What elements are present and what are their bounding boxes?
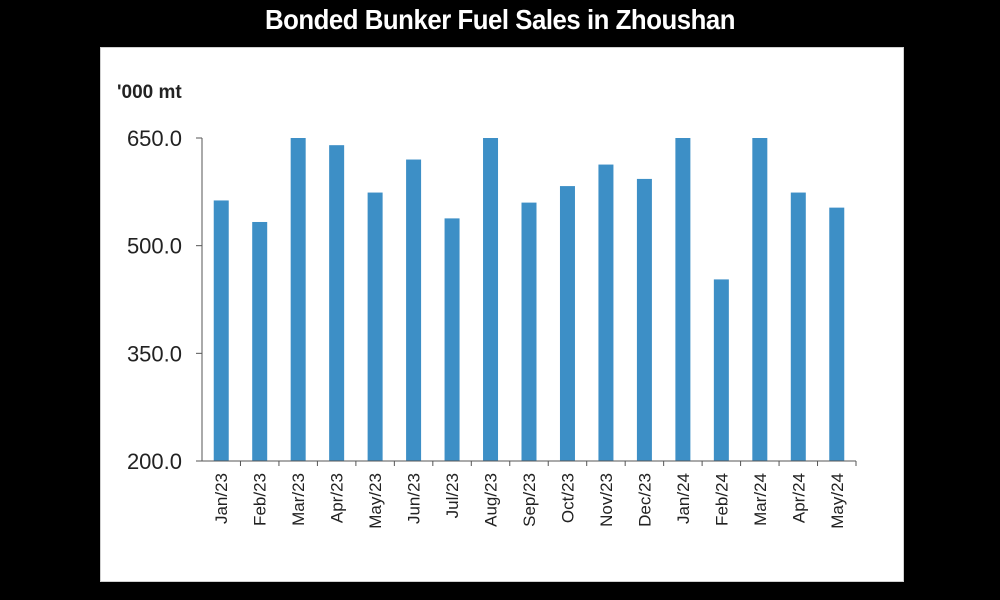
bar-nov-23 <box>598 164 614 461</box>
x-tick-label: Nov/23 <box>597 473 616 527</box>
bar-apr-24 <box>790 192 806 461</box>
y-tick-label: 200.0 <box>127 449 182 474</box>
x-tick-label: Sep/23 <box>520 473 539 527</box>
x-tick-label: Jun/23 <box>405 473 424 524</box>
bar-feb-24 <box>713 279 729 461</box>
bar-feb-23 <box>252 221 268 461</box>
chart-panel: '000 mt 200.0 350.0 500.0 650.0 Jan/23 Feb/2… <box>100 47 904 582</box>
bar-may-24 <box>829 207 845 461</box>
y-tick-label: 350.0 <box>127 341 182 366</box>
x-tick-label: May/24 <box>828 473 847 529</box>
bar-mar-23 <box>290 138 306 461</box>
x-tick-label: Feb/24 <box>712 473 731 526</box>
bar-apr-23 <box>329 145 345 461</box>
x-tick-label: Jan/23 <box>212 473 231 524</box>
bar-mar-24 <box>752 138 768 461</box>
bar-may-23 <box>367 192 383 461</box>
x-tick-label: Jan/24 <box>674 473 693 524</box>
bar-oct-23 <box>559 186 575 461</box>
x-tick-label: Feb/23 <box>251 473 270 526</box>
y-axis-unit-label: '000 mt <box>117 82 182 103</box>
bar-dec-23 <box>636 178 652 461</box>
bars-group <box>213 138 845 462</box>
x-tick-label: Mar/24 <box>751 473 770 526</box>
bar-aug-23 <box>483 138 499 461</box>
bar-jan-23 <box>213 200 229 462</box>
bar-sep-23 <box>521 202 537 461</box>
x-tick-label: Oct/23 <box>558 473 577 523</box>
bar-jan-24 <box>675 138 691 461</box>
x-tick-label: May/23 <box>366 473 385 529</box>
x-tick-label: Dec/23 <box>635 473 654 527</box>
x-tick-label: Mar/23 <box>289 473 308 526</box>
x-axis: Jan/23 Feb/23 Mar/23 Apr/23 May/23 Jun/23 Jul/… <box>212 461 857 529</box>
y-tick-label: 500.0 <box>127 234 182 259</box>
bar-chart: '000 mt 200.0 350.0 500.0 650.0 Jan/23 Feb/2… <box>117 82 857 529</box>
x-tick-label: Apr/23 <box>328 473 347 523</box>
chart-title: Bonded Bunker Fuel Sales in Zhoushan <box>264 4 736 35</box>
x-tick-label: Apr/24 <box>789 473 808 523</box>
bar-jun-23 <box>406 159 422 461</box>
x-tick-label: Aug/23 <box>482 473 501 527</box>
bar-jul-23 <box>444 218 460 461</box>
y-tick-label: 650.0 <box>127 126 182 151</box>
y-axis: 200.0 350.0 500.0 650.0 <box>127 126 202 474</box>
x-tick-label: Jul/23 <box>443 473 462 518</box>
